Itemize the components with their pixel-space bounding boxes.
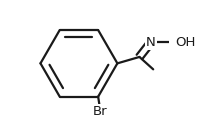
Text: N: N (146, 36, 156, 49)
Text: Br: Br (92, 105, 107, 118)
Text: OH: OH (175, 36, 195, 49)
